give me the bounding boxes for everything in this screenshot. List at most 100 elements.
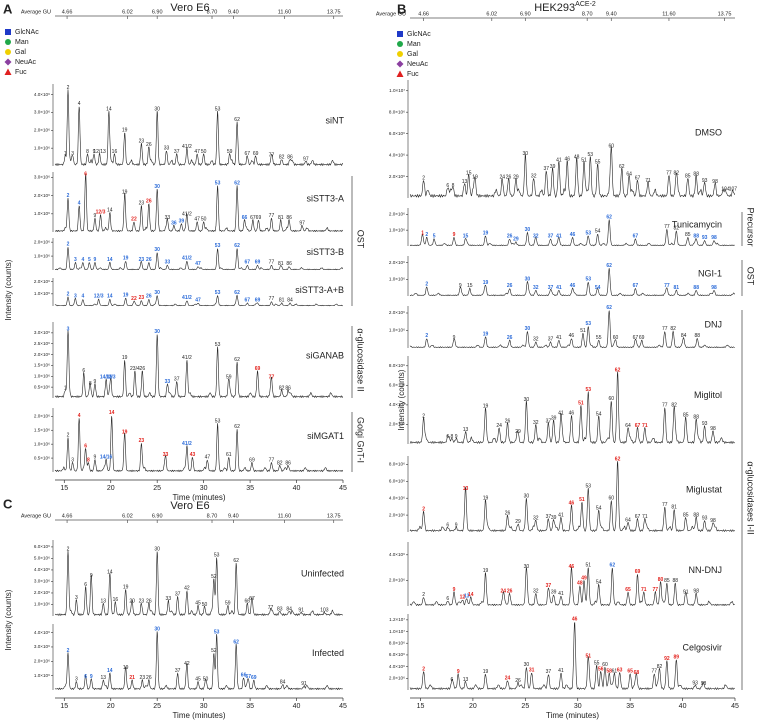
peak-label: 71: [642, 423, 648, 429]
peak-label: 82: [670, 326, 676, 332]
peak-label: 19: [483, 495, 489, 501]
peak-label: 2: [422, 592, 425, 598]
peak-label: 1: [64, 151, 67, 157]
peak-label: 9: [457, 669, 460, 675]
peak-label: 46: [569, 500, 575, 506]
peak-label: 14: [109, 410, 115, 416]
trace-name: Uninfected: [301, 569, 344, 579]
peak-label: 51: [585, 563, 591, 569]
peak-label: 47: [205, 455, 211, 461]
peak-label: 13: [462, 179, 468, 185]
peak-label: 77: [269, 260, 275, 266]
peak-label: 9: [453, 335, 456, 341]
y-tick-label: 1.5×10⁶: [34, 427, 50, 432]
peak-label: 41: [556, 158, 562, 164]
peak-label: 67: [249, 596, 255, 602]
y-tick-label: 2.0×10⁶: [389, 676, 405, 681]
peak-label: 88: [693, 285, 699, 291]
legend-label: Gal: [407, 51, 418, 58]
peak-label: 69: [255, 297, 261, 303]
peak-label: 54: [595, 285, 601, 291]
y-tick-label: 4.0×10⁶: [34, 630, 50, 635]
peak-label: 29: [513, 175, 519, 181]
y-tick-label: 0.5×10⁶: [34, 384, 50, 389]
gu-tick-label: 6.02: [122, 513, 133, 519]
peak-label: 1: [421, 230, 424, 236]
peak-label: 62: [234, 117, 240, 123]
gu-label: Average GU: [21, 9, 51, 15]
peak-label: 82: [279, 385, 285, 391]
trace-name: siSTT3-A+B: [295, 285, 344, 295]
peak-label: 8: [89, 381, 92, 387]
peak-label: 2: [422, 506, 425, 512]
title-main: Vero E6: [170, 2, 209, 14]
peak-label: 65: [627, 669, 633, 675]
peak-label: 77: [269, 374, 275, 380]
peak-label: 3: [75, 677, 78, 683]
peak-label: 85: [683, 412, 689, 418]
peak-label: 41/2: [182, 144, 192, 150]
peak-label: 33: [163, 452, 169, 458]
y-tick-label: 3.0×10⁶: [34, 175, 50, 180]
peak-label: 14: [106, 106, 112, 112]
legend-label: Fuc: [407, 71, 419, 78]
peak-label: 36: [171, 220, 177, 226]
peak-label: 46: [564, 156, 570, 162]
peak-label: 2: [67, 546, 70, 552]
peak-label: 77: [662, 502, 668, 508]
peak-label: 67: [245, 260, 251, 266]
peak-label: 47: [194, 149, 200, 155]
gu-tick-label: 13.75: [718, 11, 732, 17]
peak-label: 85: [685, 232, 691, 238]
y-tick-label: 4.0×10⁶: [389, 664, 405, 669]
gu-tick-label: 8.70: [582, 11, 593, 17]
peak-label: 52: [211, 648, 217, 654]
peak-label: 98: [701, 681, 707, 687]
peak-label: 6: [451, 677, 454, 683]
peak-label: 88: [693, 512, 699, 518]
legend-symbol: [397, 61, 404, 68]
y-tick-label: 2.0×10⁶: [34, 128, 50, 133]
peak-label: 9: [453, 232, 456, 238]
legend-symbol: [5, 49, 11, 55]
peak-label: 69: [635, 569, 641, 575]
peak-label: 24: [496, 423, 502, 429]
gu-tick-label: 6.90: [520, 11, 531, 17]
peak-label: 30: [154, 626, 160, 632]
peak-label: 63: [617, 667, 623, 673]
peak-label: 77: [664, 283, 670, 289]
peak-label: 68: [634, 670, 640, 676]
legend-symbol: [397, 41, 403, 47]
peak-label: 29: [515, 519, 521, 525]
gu-tick-label: 13.75: [327, 9, 341, 15]
peak-label: 32: [533, 337, 539, 343]
peak-label: 26: [507, 588, 513, 594]
y-tick-label: 1.0×10⁶: [389, 277, 405, 282]
x-tick-label: 30: [200, 485, 208, 492]
peak-label: 69: [256, 215, 262, 221]
gu-tick-label: 8.70: [207, 513, 218, 519]
peak-label: 41: [556, 233, 562, 239]
peak-label: 88: [693, 414, 699, 420]
peak-label: 51: [579, 497, 585, 503]
peak-label: 19: [123, 584, 129, 590]
peak-label: 81: [279, 297, 285, 303]
peak-label: 37: [174, 377, 180, 383]
peak-label: 6: [446, 522, 449, 528]
peak-label: 14: [107, 208, 113, 214]
trace-name: siSTT3-B: [306, 247, 344, 257]
peak-label: 61: [226, 452, 232, 458]
peak-label: 23: [139, 598, 145, 604]
peak-label: 2: [425, 333, 428, 339]
peak-label: 69: [253, 151, 259, 157]
gu-tick-label: 9.40: [606, 11, 617, 17]
peak-label: 88: [694, 333, 700, 339]
peak-label: 6: [84, 674, 87, 680]
peak-label: 46: [570, 283, 576, 289]
peak-label: 85: [683, 512, 689, 518]
y-tick-label: 4.0×10⁶: [389, 495, 405, 500]
peak-label: 24: [501, 588, 507, 594]
y-tick-label: 2.0×10⁶: [34, 590, 50, 595]
peak-label: 4: [78, 413, 81, 419]
peak-label: 19: [483, 280, 489, 286]
